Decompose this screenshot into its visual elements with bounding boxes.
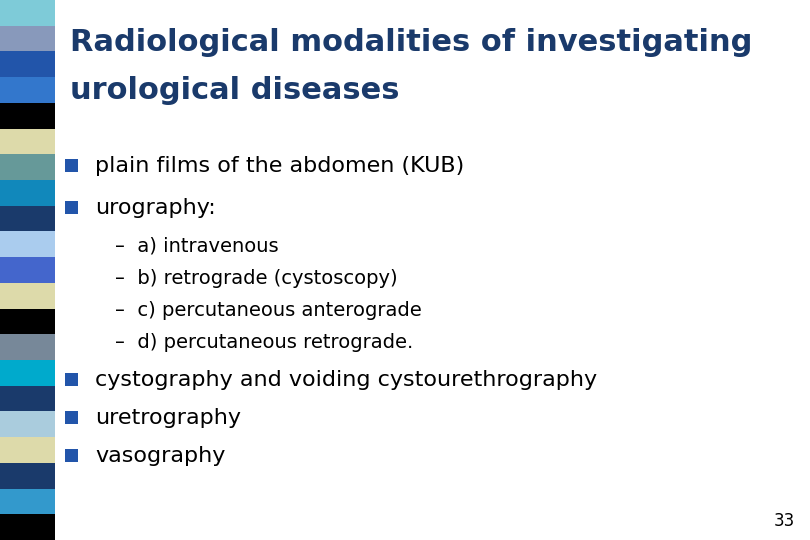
Bar (0, 206, 55, 232)
Text: –  c) percutaneous anterograde: – c) percutaneous anterograde (115, 300, 422, 320)
Bar (65, 201, 78, 214)
Text: urological diseases: urological diseases (70, 76, 399, 105)
Bar (0, 51, 55, 77)
Bar (0, 257, 55, 283)
Text: –  a) intravenous: – a) intravenous (115, 237, 279, 255)
Bar (0, 514, 55, 540)
Bar (0, 0, 55, 26)
Bar (65, 159, 78, 172)
Text: plain films of the abdomen (KUB): plain films of the abdomen (KUB) (95, 156, 464, 176)
Bar (0, 360, 55, 386)
Bar (0, 437, 55, 463)
Text: uretrography: uretrography (95, 408, 241, 428)
Bar (0, 489, 55, 514)
Text: vasography: vasography (95, 446, 225, 466)
Bar (0, 386, 55, 411)
Text: urography:: urography: (95, 198, 215, 218)
Bar (0, 26, 55, 51)
Text: –  d) percutaneous retrograde.: – d) percutaneous retrograde. (115, 333, 413, 352)
Bar (0, 463, 55, 489)
Bar (65, 449, 78, 462)
Bar (0, 129, 55, 154)
Text: cystography and voiding cystourethrography: cystography and voiding cystourethrograp… (95, 370, 597, 390)
Bar (65, 373, 78, 386)
Bar (0, 411, 55, 437)
Bar (65, 411, 78, 424)
Text: –  b) retrograde (cystoscopy): – b) retrograde (cystoscopy) (115, 268, 398, 287)
Bar (0, 308, 55, 334)
Text: Radiological modalities of investigating: Radiological modalities of investigating (70, 28, 752, 57)
Bar (0, 232, 55, 257)
Bar (0, 180, 55, 206)
Bar (0, 334, 55, 360)
Bar (0, 103, 55, 129)
Bar (0, 77, 55, 103)
Text: 33: 33 (774, 512, 795, 530)
Bar (0, 154, 55, 180)
Bar (0, 283, 55, 308)
